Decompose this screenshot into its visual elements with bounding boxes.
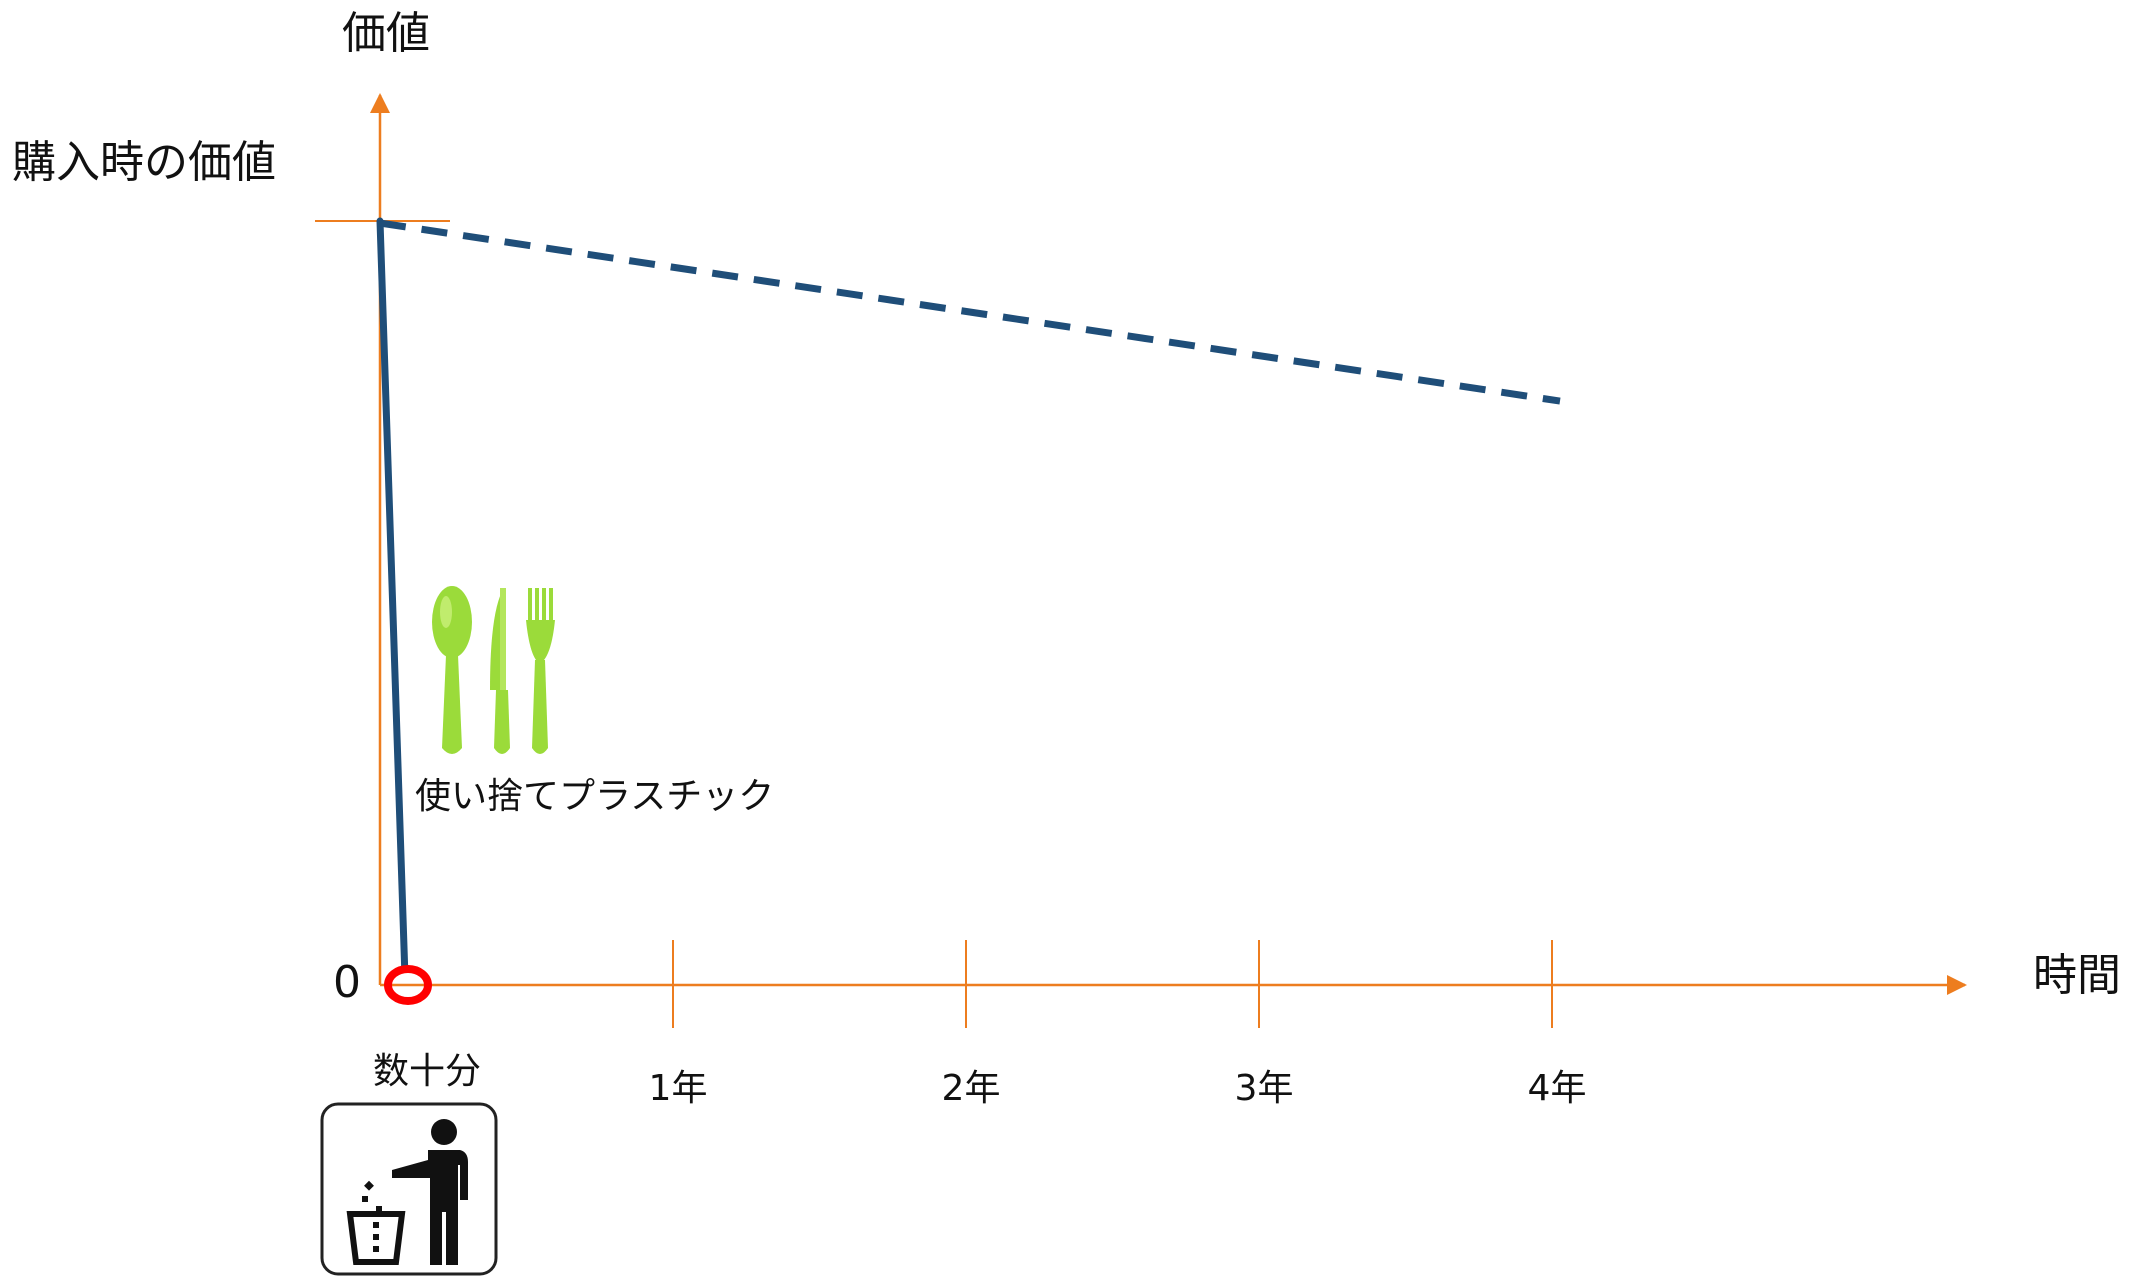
x-tick-label-0: 数十分 [373,1051,481,1092]
fork-icon [526,588,555,754]
y-axis-label: 価値 [342,8,430,59]
x-tick-label-2: 2年 [942,1068,1001,1109]
x-tick-label-4: 4年 [1528,1068,1587,1109]
drop-point-marker [384,965,432,1005]
y-tick-label-zero: 0 [333,957,361,1008]
series-group [376,217,1561,971]
series-line-durable [379,219,1561,405]
knife-icon [490,588,510,754]
annotation-disposable-plastic: 使い捨てプラスチック [415,776,774,817]
x-tick-labels: 数十分 1年 2年 3年 4年 [373,1051,1586,1109]
x-tick-label-3: 3年 [1235,1068,1294,1109]
cutlery-icons [432,586,555,754]
x-tick-label-1: 1年 [649,1068,708,1109]
y-tick-label-top: 購入時の価値 [12,137,276,188]
x-axis-label: 時間 [2033,950,2121,1001]
x-ticks [672,940,1553,1028]
series-line-disposable [376,217,409,971]
spoon-icon [432,586,472,754]
trash-person-icon [320,1102,498,1276]
